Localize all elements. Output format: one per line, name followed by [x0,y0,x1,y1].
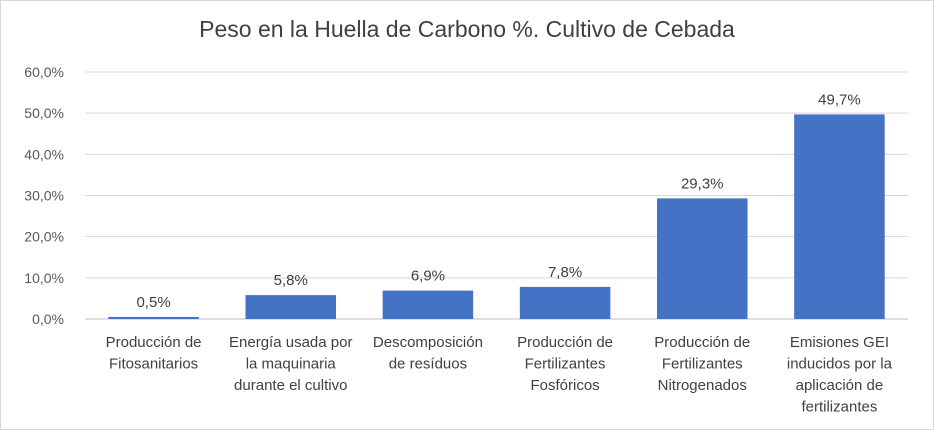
bar [794,114,885,319]
x-tick-label: Producción de Fertilizantes Fosfóricos [517,334,613,394]
x-tick-label: Emisiones GEI inducidos por la aplicación … [787,334,893,416]
x-tick-label: Energía usada por la maquinaria durante el… [229,334,352,394]
data-label: 7,8% [548,264,582,281]
bar [656,198,748,319]
x-tick-label: Descomposición de resíduos [373,334,483,373]
y-tick-label: 20,0% [24,229,64,245]
y-tick-label: 40,0% [24,146,64,162]
data-label: 29,3% [681,175,724,192]
bar [245,295,337,319]
y-tick-label: 10,0% [24,270,64,286]
y-tick-label: 0,0% [32,311,64,327]
x-tick-label: Producción de Fertilizantes Nitrogenados [654,334,750,394]
y-tick-label: 50,0% [24,105,64,121]
y-tick-label: 60,0% [24,64,64,80]
data-label: 5,8% [274,272,308,289]
data-label: 49,7% [818,91,861,108]
y-tick-label: 30,0% [24,188,64,204]
x-tick-label: Producción de Fitosanitarios [106,334,202,373]
bar [382,290,474,319]
data-label: 6,9% [411,268,445,285]
bar [108,316,199,319]
chart-title: Peso en la Huella de Carbono %. Cultivo … [199,16,735,42]
bar [519,286,611,319]
data-label: 0,5% [136,294,170,311]
